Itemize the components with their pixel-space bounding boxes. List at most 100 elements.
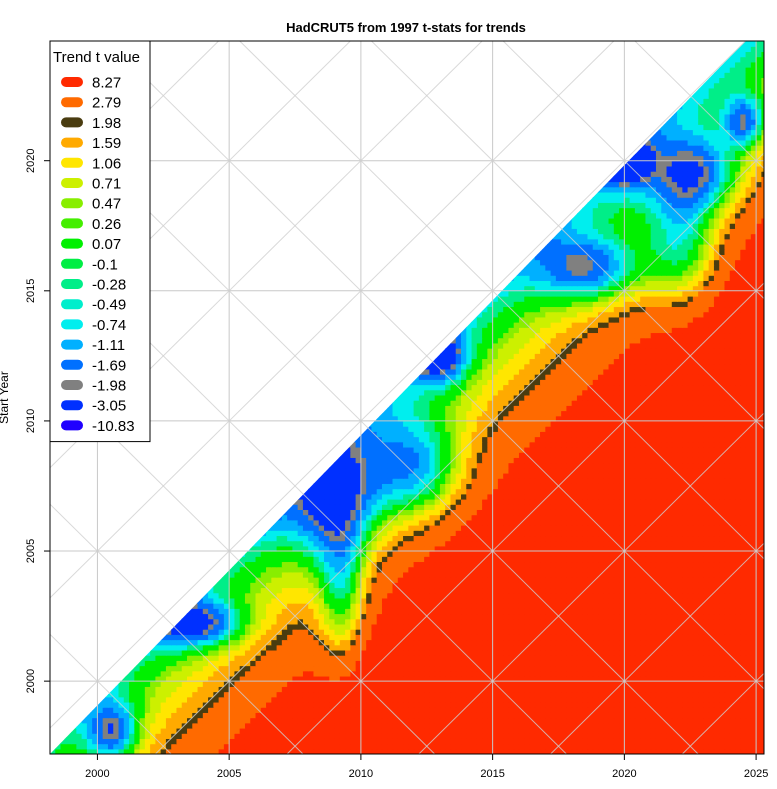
heatmap-cell — [313, 681, 320, 687]
heatmap-cell — [576, 644, 583, 651]
heatmap-cell — [624, 634, 631, 641]
heatmap-cell — [582, 561, 589, 568]
heatmap-cell — [671, 733, 678, 739]
heatmap-cell — [81, 696, 88, 703]
heatmap-cell — [181, 629, 188, 635]
heatmap-cell — [355, 665, 362, 672]
heatmap-cell — [645, 727, 652, 734]
heatmap-cell — [355, 722, 362, 729]
heatmap-cell — [466, 660, 473, 667]
heatmap-cell — [619, 613, 625, 620]
heatmap-cell — [366, 561, 373, 568]
heatmap-cell — [165, 686, 172, 693]
heatmap-cell — [60, 743, 67, 750]
heatmap-cell — [229, 665, 236, 672]
heatmap-cell — [555, 660, 562, 667]
heatmap-cell — [724, 571, 731, 578]
heatmap-cell — [429, 712, 436, 719]
heatmap-cell — [619, 587, 625, 594]
heatmap-cell — [381, 649, 388, 656]
heatmap-cell — [255, 623, 262, 630]
heatmap-cell — [761, 566, 764, 573]
heatmap-cell — [366, 629, 373, 635]
heatmap-cell — [634, 577, 641, 583]
heatmap-cell — [655, 597, 662, 604]
heatmap-cell — [724, 686, 731, 693]
heatmap-cell — [513, 608, 520, 615]
heatmap-cell — [434, 743, 441, 750]
heatmap-cell — [655, 608, 662, 615]
heatmap-cell — [403, 629, 409, 635]
heatmap-cell — [92, 733, 99, 739]
heatmap-cell — [192, 618, 199, 625]
heatmap-cell — [176, 722, 183, 729]
heatmap-cell — [271, 644, 278, 651]
heatmap-cell — [418, 623, 425, 630]
heatmap-cell — [724, 696, 731, 703]
heatmap-cell — [324, 592, 330, 599]
heatmap-cell — [350, 691, 357, 698]
heatmap-cell — [208, 743, 214, 750]
heatmap-cell — [497, 701, 504, 708]
heatmap-cell — [381, 639, 388, 646]
heatmap-cell — [403, 566, 409, 573]
heatmap-cell — [576, 623, 583, 630]
heatmap-cell — [534, 613, 541, 620]
heatmap-cell — [745, 566, 752, 573]
heatmap-cell — [682, 655, 689, 661]
heatmap-cell — [144, 696, 151, 703]
heatmap-cell — [576, 540, 583, 547]
heatmap-cell — [150, 712, 156, 719]
heatmap-cell — [266, 556, 272, 563]
heatmap-cell — [677, 686, 683, 693]
heatmap-cell — [345, 577, 351, 583]
heatmap-cell — [545, 582, 552, 589]
heatmap-cell — [134, 681, 141, 687]
heatmap-cell — [534, 639, 541, 646]
heatmap-cell — [276, 649, 283, 656]
heatmap-cell — [113, 738, 120, 745]
heatmap-cell — [118, 691, 125, 698]
heatmap-cell — [661, 571, 668, 578]
heatmap-cell — [566, 675, 573, 682]
heatmap-cell — [587, 717, 594, 724]
heatmap-cell — [655, 748, 662, 754]
heatmap-cell — [155, 649, 162, 656]
heatmap-cell — [466, 597, 473, 604]
heatmap-cell — [508, 571, 515, 578]
heatmap-cell — [139, 691, 146, 698]
heatmap-cell — [592, 644, 599, 651]
heatmap-cell — [244, 629, 251, 635]
heatmap-cell — [740, 577, 747, 583]
heatmap-cell — [761, 717, 764, 724]
heatmap-cell — [334, 660, 341, 667]
heatmap-cell — [397, 634, 404, 641]
heatmap-cell — [508, 701, 515, 708]
heatmap-cell — [345, 613, 351, 620]
heatmap-cell — [403, 733, 409, 739]
heatmap-cell — [181, 743, 188, 750]
heatmap-cell — [155, 717, 162, 724]
heatmap-cell — [582, 551, 589, 557]
heatmap-cell — [598, 712, 604, 719]
heatmap-cell — [587, 592, 594, 599]
heatmap-cell — [677, 613, 683, 620]
heatmap-cell — [503, 655, 510, 661]
heatmap-cell — [313, 629, 320, 635]
heatmap-cell — [471, 556, 478, 563]
heatmap-cell — [708, 551, 715, 557]
heatmap-cell — [476, 603, 483, 609]
heatmap-cell — [666, 561, 673, 568]
heatmap-cell — [392, 743, 399, 750]
heatmap-cell — [434, 608, 441, 615]
heatmap-cell — [339, 561, 346, 568]
heatmap-cell — [244, 639, 251, 646]
heatmap-cell — [645, 556, 652, 563]
heatmap-cell — [366, 660, 373, 667]
heatmap-cell — [613, 592, 620, 599]
heatmap-cell — [561, 712, 567, 719]
heatmap-cell — [629, 717, 636, 724]
heatmap-cell — [640, 655, 647, 661]
heatmap-cell — [350, 561, 357, 568]
heatmap-cell — [629, 577, 636, 583]
